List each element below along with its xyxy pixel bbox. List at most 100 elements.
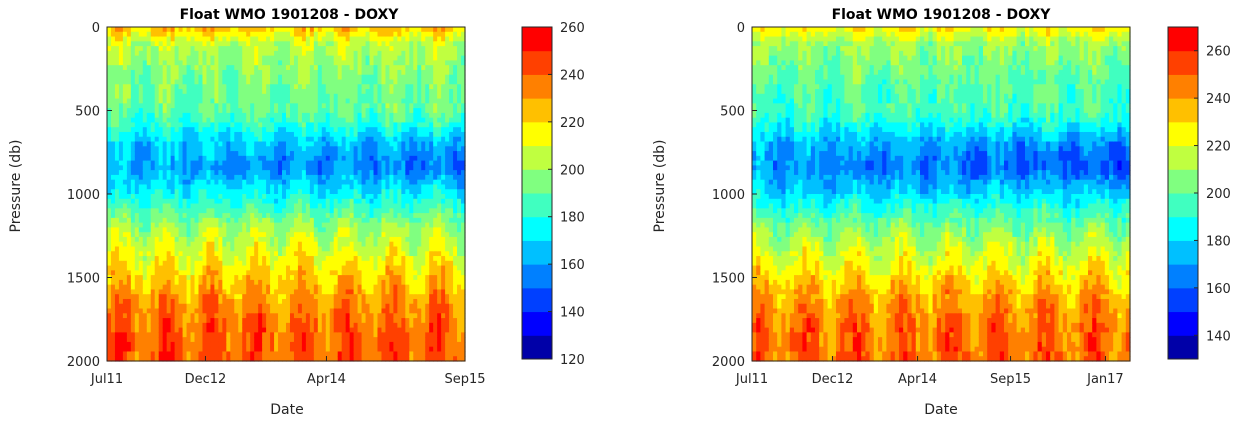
contour-cell: [293, 50, 299, 57]
contour-cell: [353, 174, 359, 181]
contour-cell: [150, 93, 156, 100]
contour-cell: [234, 256, 239, 262]
contour-cell: [198, 217, 204, 224]
contour-cell: [357, 103, 363, 109]
contour-cell: [333, 322, 339, 329]
contour-cell: [305, 322, 311, 329]
contour-cell: [170, 260, 176, 267]
contour-cell: [118, 213, 124, 219]
contour-cell: [126, 194, 132, 200]
contour-cell: [313, 31, 319, 38]
contour-cell: [162, 289, 168, 295]
contour-cell: [118, 184, 124, 190]
contour-cell: [122, 270, 128, 276]
contour-cell: [377, 151, 383, 157]
contour-cell: [270, 198, 275, 205]
contour-cell: [146, 155, 152, 162]
contour-cell: [122, 89, 128, 95]
contour-cell: [270, 356, 275, 362]
contour-cell: [110, 36, 116, 42]
contour-cell: [278, 213, 283, 219]
contour-cell: [130, 79, 136, 85]
contour-cell: [321, 341, 327, 348]
contour-cell: [166, 275, 172, 281]
contour-cell: [254, 275, 259, 281]
contour-cell: [154, 351, 160, 357]
contour-cell: [186, 189, 192, 195]
contour-cell: [373, 246, 379, 252]
contour-cell: [313, 232, 319, 238]
contour-cell: [194, 55, 200, 61]
contour-cell: [170, 356, 176, 362]
contour-cell: [146, 308, 152, 314]
contour-cell: [230, 155, 235, 162]
contour-cell: [222, 170, 227, 176]
contour-cell: [369, 275, 375, 281]
contour-cell: [357, 217, 363, 224]
contour-cell: [297, 275, 303, 281]
contour-cell: [230, 131, 235, 138]
contour-cell: [282, 313, 287, 319]
contour-cell: [210, 98, 215, 104]
contour-cell: [107, 127, 112, 133]
contour-cell: [122, 236, 128, 243]
contour-cell: [305, 318, 311, 324]
contour-cell: [230, 327, 235, 333]
contour-cell: [365, 189, 371, 195]
contour-cell: [134, 313, 140, 319]
contour-cell: [341, 141, 347, 147]
contour-cell: [309, 89, 315, 95]
contour-cell: [369, 232, 375, 238]
contour-cell: [126, 93, 132, 100]
contour-cell: [377, 41, 383, 47]
contour-cell: [278, 179, 283, 186]
contour-cell: [158, 227, 164, 233]
contour-cell: [214, 31, 219, 38]
contour-cell: [381, 222, 387, 228]
contour-cell: [214, 184, 219, 190]
left-title: Float WMO 1901208 - DOXY: [180, 7, 400, 23]
contour-cell: [194, 260, 200, 267]
contour-cell: [337, 117, 343, 124]
contour-cell: [274, 117, 279, 124]
contour-cell: [381, 84, 387, 90]
contour-cell: [230, 251, 235, 257]
contour-cell: [134, 69, 140, 76]
contour-cell: [353, 318, 359, 324]
contour-cell: [214, 122, 219, 128]
contour-cell: [309, 65, 315, 71]
contour-cell: [274, 146, 279, 152]
contour-cell: [282, 174, 287, 181]
contour-cell: [170, 279, 176, 286]
contour-cell: [270, 279, 275, 286]
contour-cell: [377, 294, 383, 300]
contour-cell: [178, 265, 184, 271]
contour-cell: [349, 79, 355, 85]
contour-cell: [385, 346, 391, 353]
contour-cell: [118, 155, 124, 162]
contour-cell: [162, 213, 168, 219]
contour-cell: [122, 289, 128, 295]
contour-cell: [337, 165, 343, 171]
contour-cell: [138, 270, 144, 276]
contour-cell: [186, 117, 192, 124]
contour-cell: [301, 46, 307, 52]
contour-cell: [250, 69, 255, 76]
contour-cell: [286, 337, 291, 343]
contour-cell: [234, 337, 239, 343]
contour-cell: [107, 36, 112, 42]
contour-cell: [297, 232, 303, 238]
contour-cell: [301, 170, 307, 176]
contour-cell: [186, 112, 192, 119]
contour-cell: [174, 55, 180, 61]
contour-cell: [178, 246, 184, 252]
contour-cell: [142, 31, 148, 38]
contour-cell: [266, 74, 271, 81]
contour-cell: [122, 60, 128, 66]
contour-cell: [107, 93, 112, 100]
contour-cell: [293, 356, 299, 362]
contour-cell: [329, 227, 335, 233]
contour-cell: [274, 41, 279, 47]
contour-cell: [333, 84, 339, 90]
contour-cell: [337, 251, 343, 257]
